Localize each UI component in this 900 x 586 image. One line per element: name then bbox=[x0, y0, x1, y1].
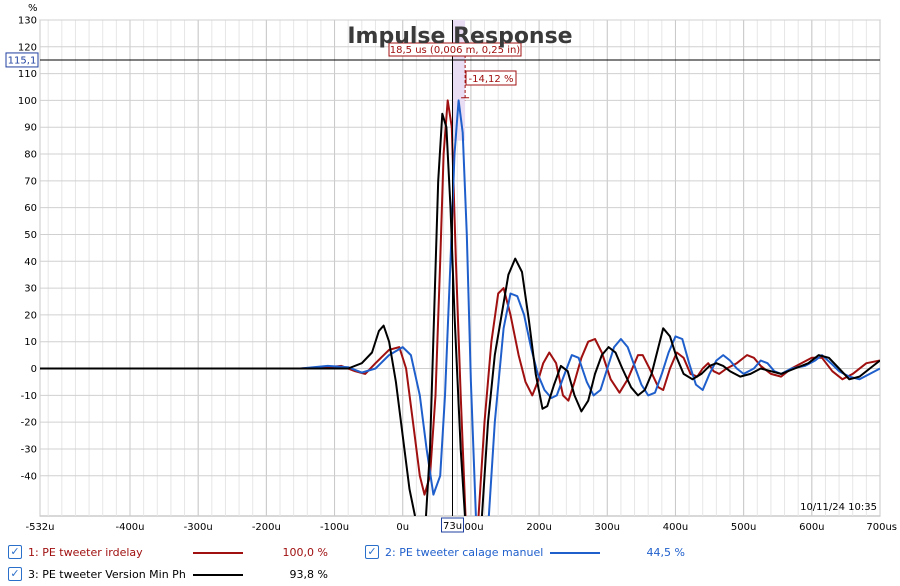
legend-level-3: 93,8 % bbox=[289, 567, 328, 581]
series-line-1 bbox=[40, 99, 880, 516]
y-tick-label: -40 bbox=[21, 471, 37, 482]
delta-label: 18,5 us (0,006 m, 0,25 in) bbox=[390, 45, 521, 56]
y-tick-label: -30 bbox=[21, 444, 37, 455]
delta-y-label: -14,12 % bbox=[469, 74, 514, 85]
y-tick-labels: 1301201101009080706050403020100-10-20-30… bbox=[18, 16, 37, 483]
y-tick-label: 20 bbox=[24, 310, 37, 321]
cursor: 115,1 73u 18,5 us (0,006 m, 0,25 in) -14,12… bbox=[5, 20, 880, 533]
series-line-2 bbox=[40, 99, 880, 516]
cursor-x-readout: 73u bbox=[443, 521, 462, 532]
delta-y-label-box bbox=[465, 70, 517, 86]
impulse-response-chart: 1301201101009080706050403020100-10-20-30… bbox=[5, 3, 897, 533]
chart-title: Impulse Response bbox=[347, 24, 572, 49]
timestamp: 10/11/24 10:35 bbox=[800, 502, 877, 513]
y-tick-label: 50 bbox=[24, 230, 37, 241]
legend-level-2: 44,5 % bbox=[646, 545, 685, 559]
legend-label-3: 3: PE tweeter Version Min Ph bbox=[28, 567, 186, 581]
x-tick-label: 700us bbox=[866, 522, 897, 533]
series-line-3 bbox=[40, 112, 880, 516]
x-tick-label: 400u bbox=[663, 522, 688, 533]
y-tick-label: 70 bbox=[24, 176, 37, 187]
x-tick-label: -532u bbox=[25, 522, 54, 533]
x-tick-labels: -532u -400u -300u -200u -100u 0u 100u 200u 300u 4… bbox=[25, 522, 897, 533]
legend-swatch-3 bbox=[193, 574, 243, 576]
legend-label-2: 2: PE tweeter calage manuel bbox=[385, 545, 544, 559]
legend-item-1[interactable]: ✓ 1: PE tweeter irdelay 100,0 % bbox=[8, 542, 358, 562]
y-tick-label: -20 bbox=[21, 418, 37, 429]
checkbox-series-3[interactable]: ✓ bbox=[8, 567, 22, 581]
x-tick-label: 100u bbox=[458, 522, 483, 533]
cursor-x-readout-box bbox=[441, 517, 464, 533]
cursor-y-readout-box bbox=[5, 52, 39, 68]
legend-item-3[interactable]: ✓ 3: PE tweeter Version Min Ph 93,8 % bbox=[8, 564, 358, 584]
y-tick-label: 10 bbox=[24, 337, 37, 348]
y-tick-label: 0 bbox=[31, 364, 37, 375]
y-tick-label: 90 bbox=[24, 123, 37, 134]
series-lines bbox=[40, 99, 880, 516]
y-tick-label: 130 bbox=[18, 16, 37, 27]
checkbox-series-2[interactable]: ✓ bbox=[365, 545, 379, 559]
x-tick-label: -400u bbox=[115, 522, 144, 533]
legend: ✓ 1: PE tweeter irdelay 100,0 % ✓ 2: PE … bbox=[0, 540, 900, 586]
legend-swatch-2 bbox=[550, 552, 600, 554]
y-tick-label: 120 bbox=[18, 42, 37, 53]
y-tick-label: 40 bbox=[24, 257, 37, 268]
x-tick-label: 500u bbox=[731, 522, 756, 533]
x-tick-label: 600u bbox=[799, 522, 824, 533]
x-tick-label: 200u bbox=[526, 522, 551, 533]
y-tick-label: 60 bbox=[24, 203, 37, 214]
y-tick-label: 30 bbox=[24, 284, 37, 295]
x-tick-label: 300u bbox=[595, 522, 620, 533]
x-tick-label: -200u bbox=[252, 522, 281, 533]
legend-item-2[interactable]: ✓ 2: PE tweeter calage manuel 44,5 % bbox=[365, 542, 705, 562]
x-tick-label: -300u bbox=[184, 522, 213, 533]
cursor-y-readout: 115,1 bbox=[8, 55, 37, 66]
y-axis-label: % bbox=[28, 3, 38, 14]
checkbox-series-1[interactable]: ✓ bbox=[8, 545, 22, 559]
y-tick-label: 110 bbox=[18, 69, 37, 80]
legend-swatch-1 bbox=[193, 552, 243, 554]
x-tick-label: -100u bbox=[320, 522, 349, 533]
y-tick-label: -10 bbox=[21, 391, 37, 402]
legend-label-1: 1: PE tweeter irdelay bbox=[28, 545, 143, 559]
legend-level-1: 100,0 % bbox=[282, 545, 328, 559]
y-tick-label: 100 bbox=[18, 96, 37, 107]
delta-label-box bbox=[388, 42, 522, 57]
y-tick-label: 80 bbox=[24, 150, 37, 161]
x-tick-label: 0u bbox=[396, 522, 409, 533]
